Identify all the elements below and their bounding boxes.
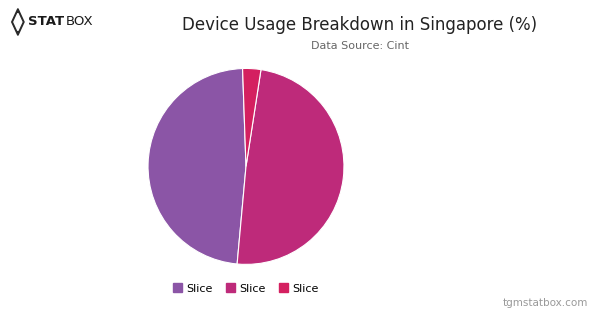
Polygon shape: [14, 14, 22, 31]
Wedge shape: [148, 68, 246, 264]
Wedge shape: [237, 70, 344, 264]
Legend: Slice, Slice, Slice: Slice, Slice, Slice: [169, 279, 323, 298]
Polygon shape: [12, 9, 24, 35]
Wedge shape: [242, 68, 261, 166]
Text: STAT: STAT: [28, 15, 65, 29]
Text: Data Source: Cint: Data Source: Cint: [311, 41, 409, 51]
Text: Device Usage Breakdown in Singapore (%): Device Usage Breakdown in Singapore (%): [182, 16, 538, 34]
Text: tgmstatbox.com: tgmstatbox.com: [503, 298, 588, 308]
Text: BOX: BOX: [66, 15, 94, 29]
